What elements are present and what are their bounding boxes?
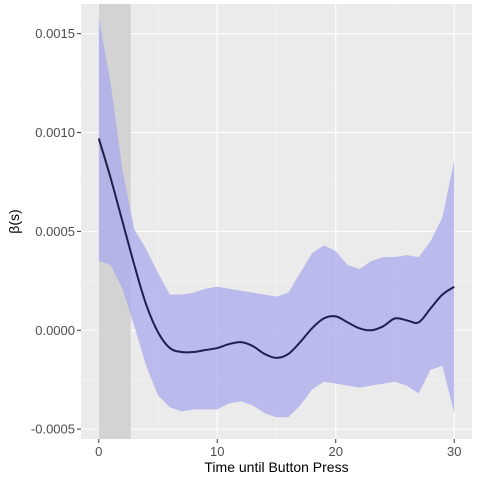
y-tick-label: 0.0005 bbox=[35, 224, 75, 239]
y-tick-label: 0.0015 bbox=[35, 26, 75, 41]
y-tick-label: 0.0000 bbox=[35, 323, 75, 338]
y-axis-label: β(s) bbox=[6, 209, 22, 233]
x-tick-label: 30 bbox=[447, 444, 461, 459]
y-tick-label: 0.0010 bbox=[35, 125, 75, 140]
x-tick-label: 10 bbox=[210, 444, 224, 459]
x-tick-label: 20 bbox=[329, 444, 343, 459]
x-axis-label: Time until Button Press bbox=[204, 459, 348, 475]
x-tick-label: 0 bbox=[95, 444, 102, 459]
y-tick-label: -0.0005 bbox=[31, 422, 75, 437]
